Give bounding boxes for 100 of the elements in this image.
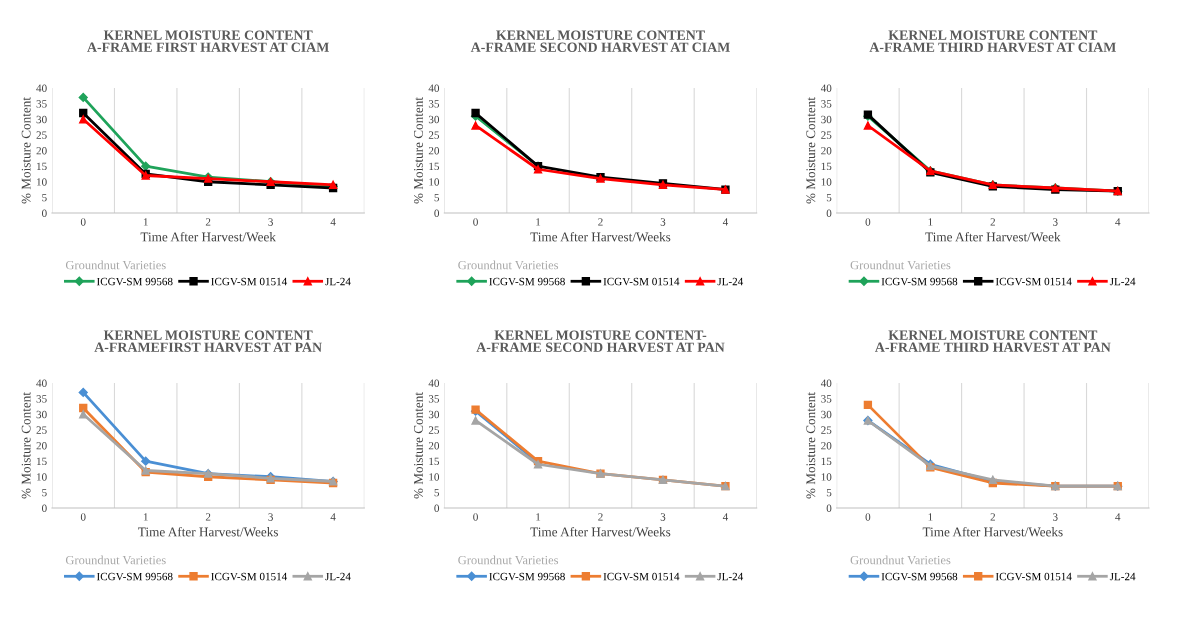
x-tick-label: 3 [1053,513,1058,521]
y-axis-title: % Moisture Content [414,392,423,499]
chart-title: KERNEL MOISTURE CONTENT A-FRAME FIRST HARVEST AT CIAM [87,30,329,52]
legend-label: ICGV-SM 99568 [881,277,958,286]
y-tick-label: 20 [36,146,47,155]
x-tick-label: 1 [143,218,148,226]
y-tick-label: 25 [428,131,440,139]
y-tick-label: 25 [36,131,47,139]
x-tick-label: 2 [598,513,603,521]
y-tick-label: 0 [42,504,47,512]
y-tick-label: 10 [821,178,832,186]
y-tick-label: 20 [428,146,440,155]
y-tick-label: 0 [826,209,832,217]
x-tick-label: 0 [80,218,86,226]
x-tick-label: 4 [1115,218,1121,226]
y-tick-label: 30 [428,115,440,124]
x-tick-label: 1 [536,513,541,521]
y-tick-label: 10 [429,473,440,481]
x-tick-label: 4 [1115,513,1121,521]
legend-title: Groundnut Varieties [65,555,166,565]
y-tick-label: 35 [36,395,47,403]
x-tick-label: 1 [143,513,148,521]
x-tick-label: 2 [205,218,211,226]
x-tick-label: 0 [865,513,871,521]
x-tick-label: 4 [330,513,336,521]
legend-label: JL-24 [325,572,351,581]
y-tick-label: 40 [428,379,440,387]
y-tick-label: 5 [434,193,440,202]
chart-title: KERNEL MOISTURE CONTENT- A-FRAME SECOND HARVEST AT PAN [476,330,725,352]
chart-title: KERNEL MOISTURE CONTENT A-FRAME THIRD HARVEST AT PAN [874,330,1111,352]
y-tick-label: 10 [429,178,440,186]
x-axis-title: Time After Harvest/Weeks [138,526,278,537]
legend-title: Groundnut Varieties [458,555,559,565]
y-tick-label: 25 [821,426,832,434]
y-tick-label: 15 [37,162,47,171]
legend-title: Groundnut Varieties [458,260,559,270]
y-tick-label: 20 [428,441,440,450]
y-tick-label: 25 [821,131,832,139]
y-tick-label: 40 [820,84,832,92]
chart-title: KERNEL MOISTURE CONTENT A-FRAME THIRD HARVEST AT CIAM [869,30,1116,52]
x-axis-title: Time After Harvest/Weeks [530,526,671,537]
chart-title: KERNEL MOISTURE CONTENT A-FRAME SECOND HARVEST AT CIAM [470,30,730,52]
x-tick-label: 2 [990,513,995,521]
y-tick-label: 35 [428,395,440,403]
legend-label: JL-24 [717,277,744,286]
x-tick-label: 3 [268,218,273,226]
legend-label: JL-24 [1109,277,1136,286]
x-tick-label: 3 [268,513,273,521]
legend-label: ICGV-SM 99568 [96,277,173,286]
y-tick-label: 15 [429,457,440,466]
y-tick-label: 25 [36,426,47,434]
legend-label: ICGV-SM 01514 [211,572,288,581]
x-axis-title: Time After Harvest/Weeks [530,231,671,242]
x-tick-label: 0 [80,513,86,521]
y-tick-label: 35 [428,100,440,108]
y-tick-label: 40 [428,84,440,92]
y-tick-label: 5 [826,488,832,497]
legend-label: ICGV-SM 01514 [603,572,680,581]
x-tick-label: 1 [928,513,933,521]
y-tick-label: 0 [42,209,47,217]
y-tick-label: 35 [821,395,832,403]
legend-label: ICGV-SM 01514 [603,277,680,286]
x-tick-label: 4 [330,218,336,226]
x-tick-label: 1 [536,218,541,226]
y-tick-label: 30 [36,410,47,419]
y-axis-title: % Moisture Content [21,97,31,204]
y-tick-label: 15 [821,457,832,466]
y-tick-label: 30 [36,115,47,124]
legend-label: ICGV-SM 01514 [995,572,1072,581]
x-tick-label: 1 [928,218,933,226]
legend-title: Groundnut Varieties [65,260,166,270]
x-tick-label: 0 [865,218,871,226]
y-tick-label: 5 [42,193,47,202]
chart-title: KERNEL MOISTURE CONTENT A-FRAMEFIRST HARVEST AT PAN [94,330,322,352]
y-tick-label: 10 [37,473,47,481]
y-tick-label: 20 [821,146,832,155]
y-tick-label: 20 [821,441,832,450]
y-tick-label: 30 [428,410,440,419]
legend-label: ICGV-SM 01514 [995,277,1072,286]
legend-label: ICGV-SM 99568 [881,572,958,581]
y-tick-label: 30 [821,410,832,419]
legend-label: ICGV-SM 99568 [489,277,565,286]
x-axis-title: Time After Harvest/Week [140,231,276,242]
y-tick-label: 35 [36,100,47,108]
y-tick-label: 15 [37,457,47,466]
y-axis-title: % Moisture Content [806,97,816,204]
y-tick-label: 25 [428,426,440,434]
y-tick-label: 0 [434,209,440,217]
x-tick-label: 4 [722,218,729,226]
legend-label: ICGV-SM 01514 [211,277,288,286]
x-axis-title: Time After Harvest/Week [925,231,1061,242]
legend-label: JL-24 [717,572,744,581]
y-tick-label: 5 [826,193,832,202]
y-tick-label: 10 [37,178,47,186]
y-tick-label: 5 [434,488,440,497]
y-axis-title: % Moisture Content [414,97,423,204]
y-tick-label: 15 [821,162,832,171]
x-tick-label: 3 [660,218,666,226]
legend-label: JL-24 [1109,572,1136,581]
y-axis-title: % Moisture Content [21,392,31,499]
